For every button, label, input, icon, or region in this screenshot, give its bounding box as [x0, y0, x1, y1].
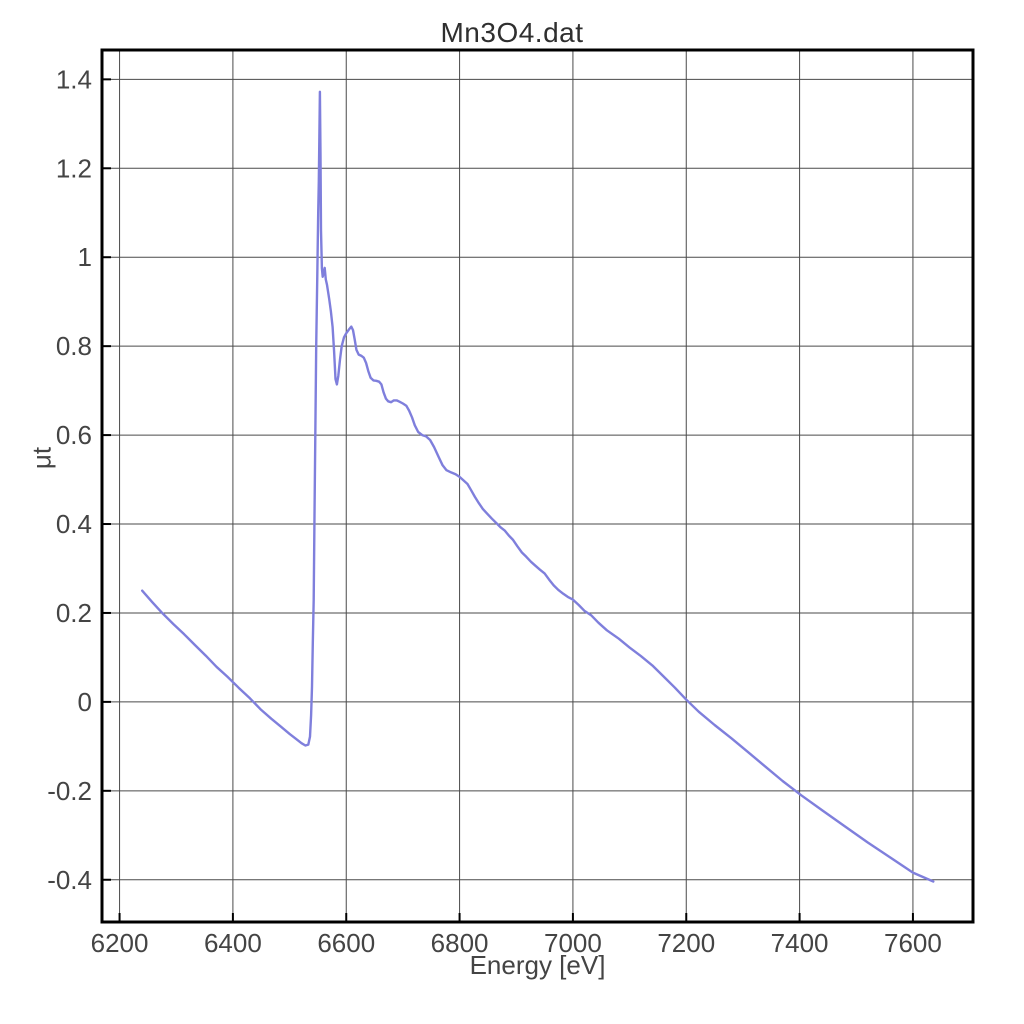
x-tick-label: 7200: [657, 928, 715, 958]
y-tick-label: 0.4: [56, 509, 92, 539]
y-axis-label: μt: [26, 446, 57, 470]
y-tick-label: 1.4: [56, 64, 92, 94]
x-tick-label: 7400: [771, 928, 829, 958]
x-tick-label: 6600: [317, 928, 375, 958]
y-tick-label: -0.4: [47, 865, 92, 895]
chart-title: Mn3O4.dat: [440, 17, 584, 48]
x-tick-label: 7000: [544, 928, 602, 958]
x-tick-label: 6200: [91, 928, 149, 958]
y-tick-label: -0.2: [47, 776, 92, 806]
plot-frame: [100, 48, 975, 924]
x-axis-label: Energy [eV]: [469, 950, 606, 980]
y-tick-label: 1: [78, 242, 92, 272]
y-tick-label: 0.6: [56, 420, 92, 450]
x-tick-label: 7600: [884, 928, 942, 958]
y-tick-label: 1.2: [56, 153, 92, 183]
x-tick-label: 6400: [204, 928, 262, 958]
x-tick-label: 6800: [431, 928, 489, 958]
y-tick-label: 0.2: [56, 598, 92, 628]
y-tick-label: 0.8: [56, 331, 92, 361]
y-tick-label: 0: [78, 687, 92, 717]
data-line: [140, 90, 935, 883]
